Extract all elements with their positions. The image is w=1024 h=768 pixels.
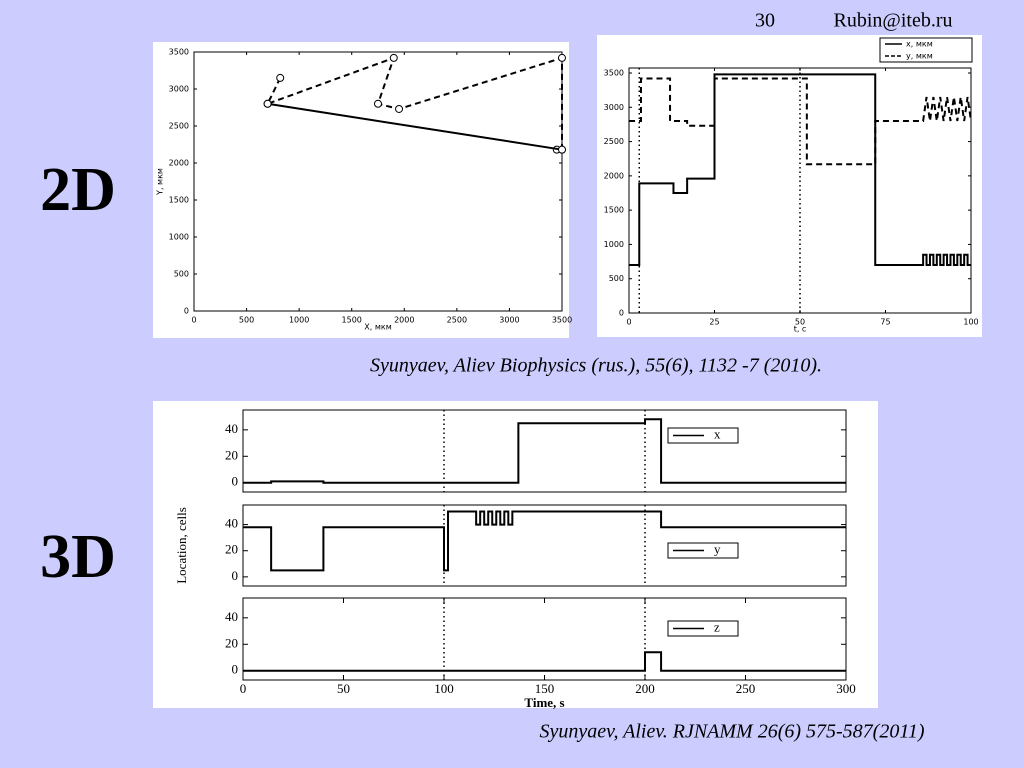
series-line (629, 73, 971, 266)
legend-label: x (714, 426, 721, 441)
series-line (267, 102, 563, 151)
y-tick-label: 2000 (169, 159, 189, 168)
x-tick-label: 2500 (447, 316, 467, 325)
y-tick-label: 2500 (604, 137, 624, 146)
x-tick-label: 0 (626, 318, 631, 327)
x-tick-label: 300 (836, 681, 856, 696)
x-tick-label: 50 (337, 681, 350, 696)
series-line (243, 510, 846, 572)
y-tick-label: 0 (232, 474, 239, 489)
y-tick-label: 500 (174, 270, 189, 279)
figure-frame (597, 35, 982, 337)
legend-label: y (714, 541, 721, 556)
y-tick-label: 40 (225, 609, 238, 624)
point-marker (263, 99, 272, 108)
figure-frame (153, 401, 878, 708)
x-axis-label: X, мкм (364, 323, 391, 332)
x-tick-label: 3500 (552, 316, 572, 325)
x-tick-label: 1500 (342, 316, 362, 325)
plot-area (242, 504, 847, 587)
x-tick-label: 100 (963, 318, 978, 327)
point-marker (276, 73, 285, 82)
x-tick-label: 500 (239, 316, 254, 325)
x-tick-label: 2000 (394, 316, 414, 325)
series-line (243, 418, 846, 484)
y-tick-label: 40 (225, 421, 238, 436)
x-tick-label: 1000 (289, 316, 309, 325)
x-tick-label: 200 (635, 681, 655, 696)
citation: Syunyaev, Aliev. RJNAMM 26(6) 575-587(20… (539, 721, 924, 743)
x-tick-label: 100 (434, 681, 454, 696)
y-tick-label: 1000 (604, 240, 624, 249)
y-tick-label: 3500 (169, 48, 189, 57)
legend-label: z (714, 619, 720, 634)
y-tick-label: 1000 (169, 233, 189, 242)
x-tick-label: 150 (535, 681, 555, 696)
y-tick-label: 20 (225, 635, 238, 650)
y-tick-label: 3000 (604, 103, 624, 112)
y-tick-label: 2500 (169, 122, 189, 131)
x-axis-label: t, с (794, 325, 807, 334)
series-line (265, 56, 563, 151)
y-tick-label: 0 (184, 307, 189, 316)
legend-label: x, мкм (906, 40, 933, 49)
y-tick-label: 40 (225, 516, 238, 531)
x-tick-label: 0 (191, 316, 196, 325)
label-2d: 2D (40, 156, 116, 224)
y-tick-label: 0 (619, 309, 624, 318)
x-tick-label: 3000 (499, 316, 519, 325)
point-marker (558, 145, 566, 154)
x-tick-label: 75 (880, 318, 890, 327)
legend-label: y, мкм (906, 52, 933, 61)
x-tick-label: 250 (736, 681, 756, 696)
y-tick-label: 0 (232, 568, 239, 583)
plot-area (193, 51, 563, 312)
x-tick-label: 25 (709, 318, 719, 327)
plot-area (242, 409, 847, 493)
y-tick-label: 1500 (604, 206, 624, 215)
point-marker (374, 99, 382, 108)
label-3d: 3D (40, 523, 116, 591)
y-tick-label: 500 (609, 274, 624, 283)
point-marker (389, 53, 398, 62)
series-line (243, 651, 846, 672)
point-marker (395, 104, 404, 113)
y-tick-label: 2000 (604, 171, 624, 180)
y-tick-label: 3500 (604, 69, 624, 78)
x-tick-label: 0 (240, 681, 247, 696)
y-axis-label: Location, cells (174, 507, 189, 584)
citation: Syunyaev, Aliev Biophysics (rus.), 55(6)… (370, 355, 822, 377)
y-tick-label: 0 (232, 662, 239, 677)
x-tick-label: 50 (795, 318, 805, 327)
y-tick-label: 1500 (169, 196, 189, 205)
legend-box (879, 37, 973, 63)
series-line (629, 77, 972, 166)
x-axis-label: Time, s (524, 695, 564, 710)
y-tick-label: 20 (225, 447, 238, 462)
y-axis-label: Y, мкм (156, 168, 165, 196)
author: Rubin@iteb.ru (834, 10, 953, 32)
page-number: 30 (755, 10, 775, 32)
figure-frame (153, 42, 569, 338)
y-tick-label: 3000 (169, 85, 189, 94)
y-tick-label: 20 (225, 542, 238, 557)
point-marker (558, 53, 566, 62)
